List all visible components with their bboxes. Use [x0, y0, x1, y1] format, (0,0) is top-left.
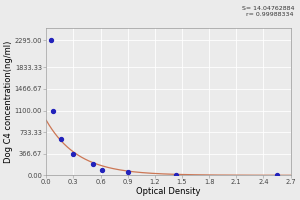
- Point: [91, 163, 96, 166]
- Point: [274, 174, 279, 177]
- Point: [71, 152, 76, 155]
- Point: [173, 174, 178, 177]
- X-axis label: Optical Density: Optical Density: [136, 187, 201, 196]
- Point: [48, 39, 53, 42]
- Point: [51, 109, 56, 112]
- Point: [125, 170, 130, 173]
- Y-axis label: Dog C4 concentration(ng/ml): Dog C4 concentration(ng/ml): [4, 41, 13, 163]
- Point: [58, 137, 63, 140]
- Text: S= 14.04762884
r= 0.99988334: S= 14.04762884 r= 0.99988334: [242, 6, 294, 17]
- Point: [100, 168, 105, 171]
